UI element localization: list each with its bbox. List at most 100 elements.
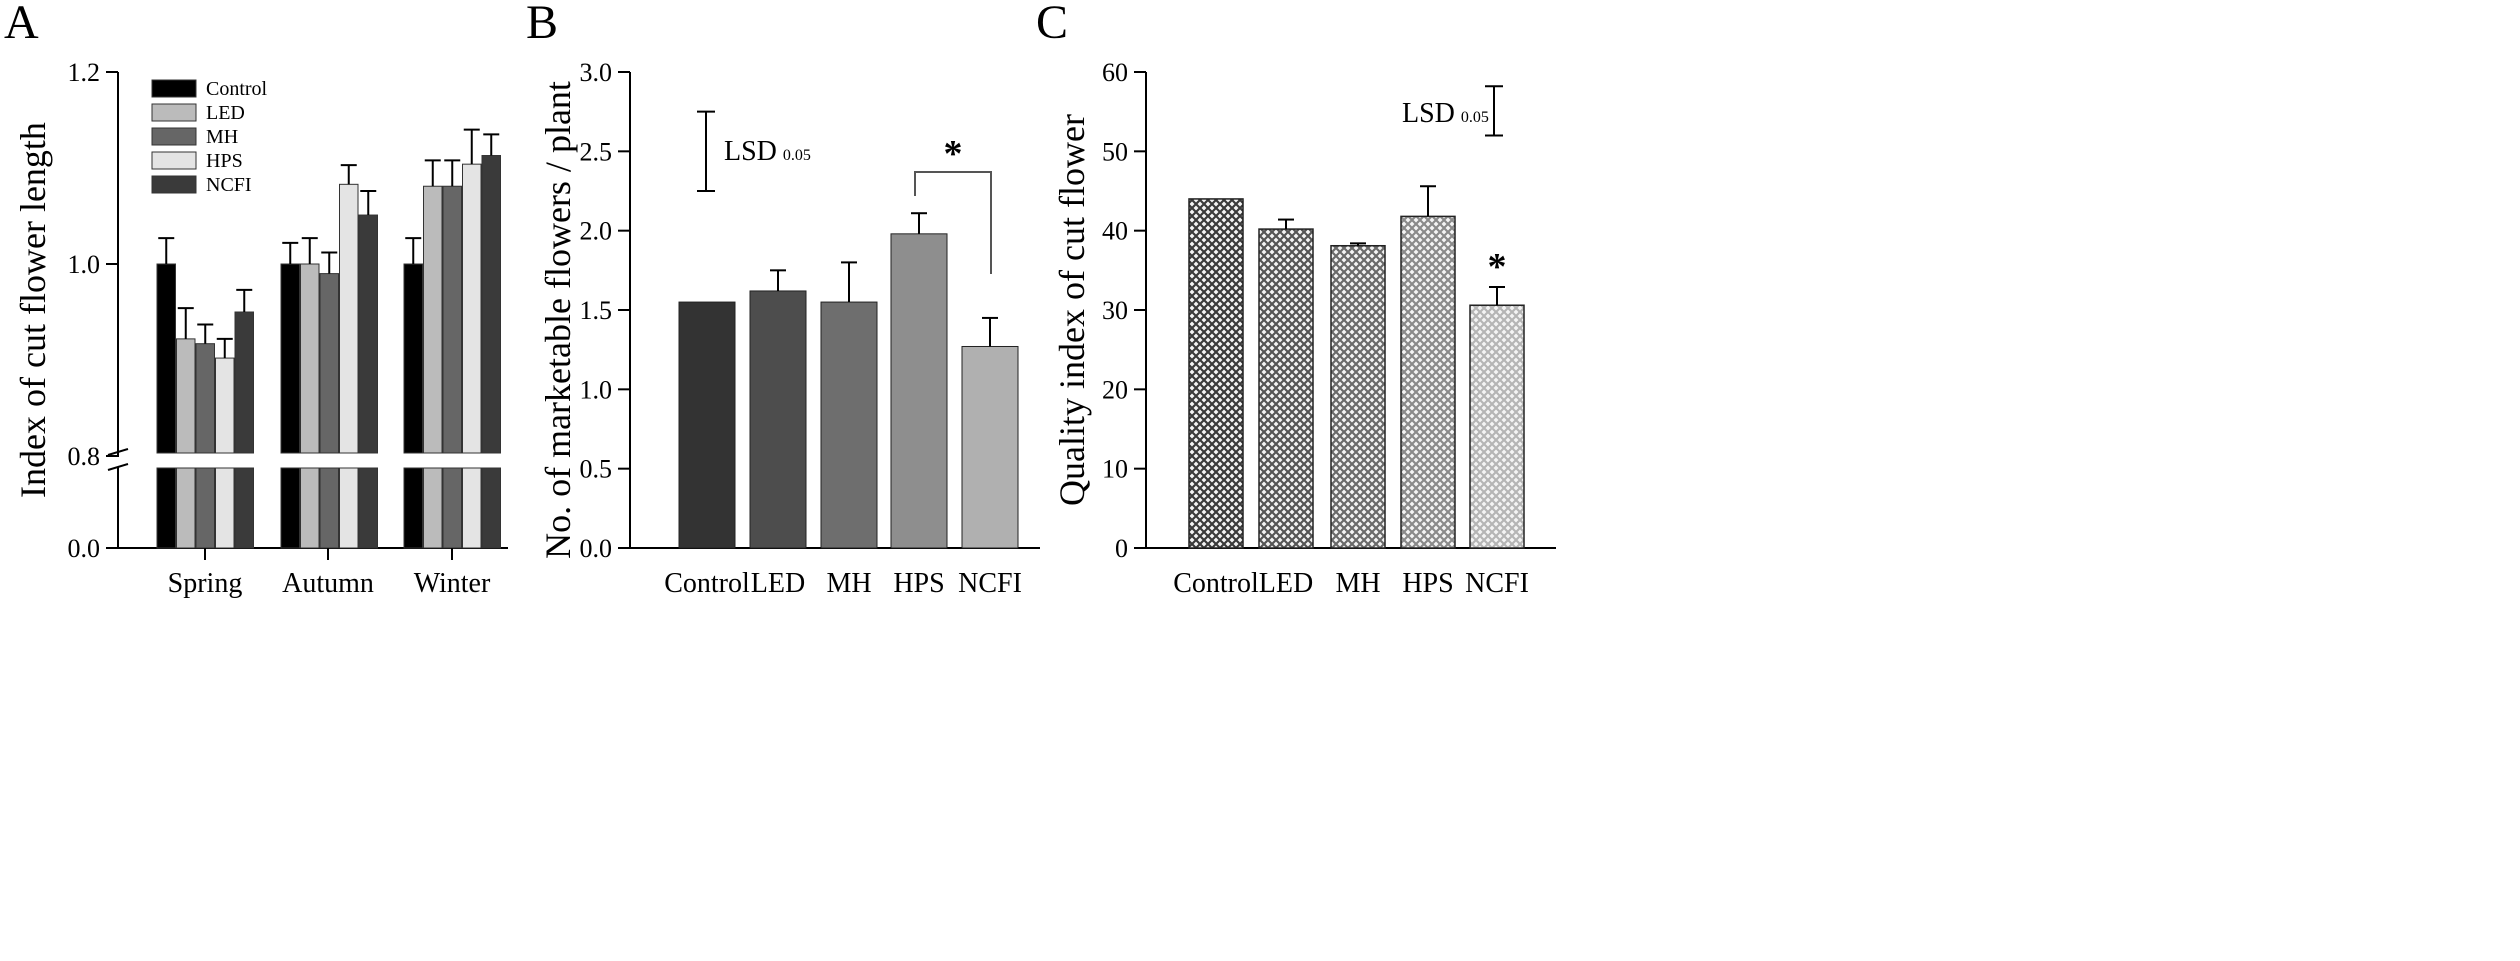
y-tick-label: 0.0 [580, 534, 613, 563]
bar-control [678, 301, 736, 549]
y-tick-label: 0.5 [580, 455, 613, 484]
bar-hps-winter [462, 163, 482, 454]
y-tick-label: 0.0 [68, 534, 101, 563]
x-tick-label: LED [751, 568, 805, 599]
bar-mh-spring [195, 343, 215, 454]
bar-lower-led-autumn [300, 467, 320, 549]
x-tick-label: MH [826, 568, 871, 599]
legend-swatch-ncfi [151, 175, 197, 194]
y-tick-label: 2.5 [580, 137, 613, 166]
bar-lower-ncfi-autumn [358, 467, 378, 549]
bar-lower-led-spring [176, 467, 196, 549]
bar-lower-hps-autumn [339, 467, 359, 549]
bar-control-autumn [280, 263, 300, 454]
bar-ncfi-winter [481, 155, 501, 454]
panel-a-chart: 0.0 0.8 1.0 1.2 Index of cut flower length Sp… [13, 58, 508, 599]
bar-lower-led-winter [423, 467, 443, 549]
x-tick-label: HPS [893, 568, 944, 599]
lsd-label: LSD 0.05 [724, 136, 811, 167]
bar-led [1258, 228, 1314, 549]
bar-lower-hps-winter [462, 467, 482, 549]
bar-lower-control-spring [156, 467, 176, 549]
bar-control-spring [156, 263, 176, 454]
legend-label-mh: MH [206, 126, 238, 148]
bar-lower-mh-spring [195, 467, 215, 549]
lsd-label-text: LSD [724, 136, 777, 167]
bar-led-winter [423, 185, 443, 454]
x-tick-label: NCFI [1465, 568, 1529, 599]
bar-lower-mh-autumn [319, 467, 339, 549]
lsd-label-sub: 0.05 [783, 147, 811, 164]
x-tick-label: LED [1259, 568, 1313, 599]
y-tick-label: 1.5 [580, 296, 613, 325]
significance-star: * [1488, 246, 1507, 288]
bar-control [1188, 198, 1244, 549]
y-tick-label: 0.8 [68, 442, 101, 471]
x-tick-label: MH [1335, 568, 1380, 599]
y-tick-label: 1.0 [68, 250, 101, 279]
y-tick-label: 3.0 [580, 58, 613, 87]
x-tick-label: Autumn [282, 568, 374, 599]
y-tick-label: 60 [1102, 58, 1128, 87]
legend-label-ncfi: NCFI [206, 174, 252, 196]
x-tick-label: HPS [1402, 568, 1453, 599]
axis-break-mark-upper [107, 448, 129, 456]
lsd-label-text: LSD [1402, 98, 1455, 129]
panel-c-chart: 0 10 20 30 40 50 60 Quality index of cut flower… [1052, 58, 1556, 599]
legend-swatch-led [151, 103, 197, 122]
y-axis-title: Quality index of cut flower [1052, 114, 1092, 506]
bar-lower-hps-spring [215, 467, 235, 549]
lsd-label-sub: 0.05 [1461, 109, 1489, 126]
bar-ncfi-autumn [358, 214, 378, 454]
lsd-label: LSD 0.05 [1402, 98, 1489, 129]
y-tick-label: 0 [1115, 534, 1128, 563]
bar-hps-autumn [339, 183, 359, 454]
x-tick-label: Spring [168, 568, 243, 599]
y-tick-label: 50 [1102, 137, 1128, 166]
y-axis-title: Index of cut flower length [13, 122, 53, 498]
bar-mh-autumn [319, 273, 339, 454]
x-tick-label: Control [664, 568, 750, 599]
legend-label-hps: HPS [206, 150, 243, 172]
legend-swatch-hps [151, 151, 197, 170]
bar-control-winter [403, 263, 423, 454]
axis-break-mark-lower [107, 463, 129, 471]
significance-star: * [944, 133, 963, 175]
x-tick-label: NCFI [958, 568, 1022, 599]
bar-led [749, 290, 807, 549]
panel-label-a: A [4, 0, 39, 49]
bar-led-spring [176, 338, 196, 454]
bar-lower-control-autumn [280, 467, 300, 549]
y-tick-label: 40 [1102, 217, 1128, 246]
legend-label-control: Control [206, 78, 268, 100]
bar-mh-winter [442, 185, 462, 454]
panel-b-chart: 0.0 0.5 1.0 1.5 2.0 2.5 3.0No. of marketable f… [538, 58, 1040, 599]
bar-led-autumn [300, 263, 320, 454]
bar-hps-spring [215, 357, 235, 454]
x-tick-label: Control [1173, 568, 1259, 599]
significance-bracket [914, 171, 992, 274]
y-tick-label: 1.2 [68, 58, 101, 87]
bar-lower-ncfi-spring [234, 467, 254, 549]
bar-ncfi-spring [234, 311, 254, 454]
panel-label-c: C [1036, 0, 1068, 49]
y-tick-label: 1.0 [580, 375, 613, 404]
legend-swatch-control [151, 79, 197, 98]
panel-label-b: B [526, 0, 558, 49]
y-axis-title: No. of marketable flowers / plant [538, 81, 578, 559]
bar-hps [1400, 215, 1456, 549]
bar-lower-ncfi-winter [481, 467, 501, 549]
y-tick-label: 2.0 [580, 217, 613, 246]
bar-lower-control-winter [403, 467, 423, 549]
legend-label-led: LED [206, 102, 245, 124]
bar-ncfi [1469, 304, 1525, 549]
x-tick-label: Winter [414, 568, 491, 599]
y-tick-label: 30 [1102, 296, 1128, 325]
bar-lower-mh-winter [442, 467, 462, 549]
bar-mh [1330, 244, 1386, 549]
y-tick-label: 10 [1102, 455, 1128, 484]
bar-mh [820, 301, 878, 549]
bar-hps [890, 233, 948, 549]
y-tick-label: 20 [1102, 375, 1128, 404]
